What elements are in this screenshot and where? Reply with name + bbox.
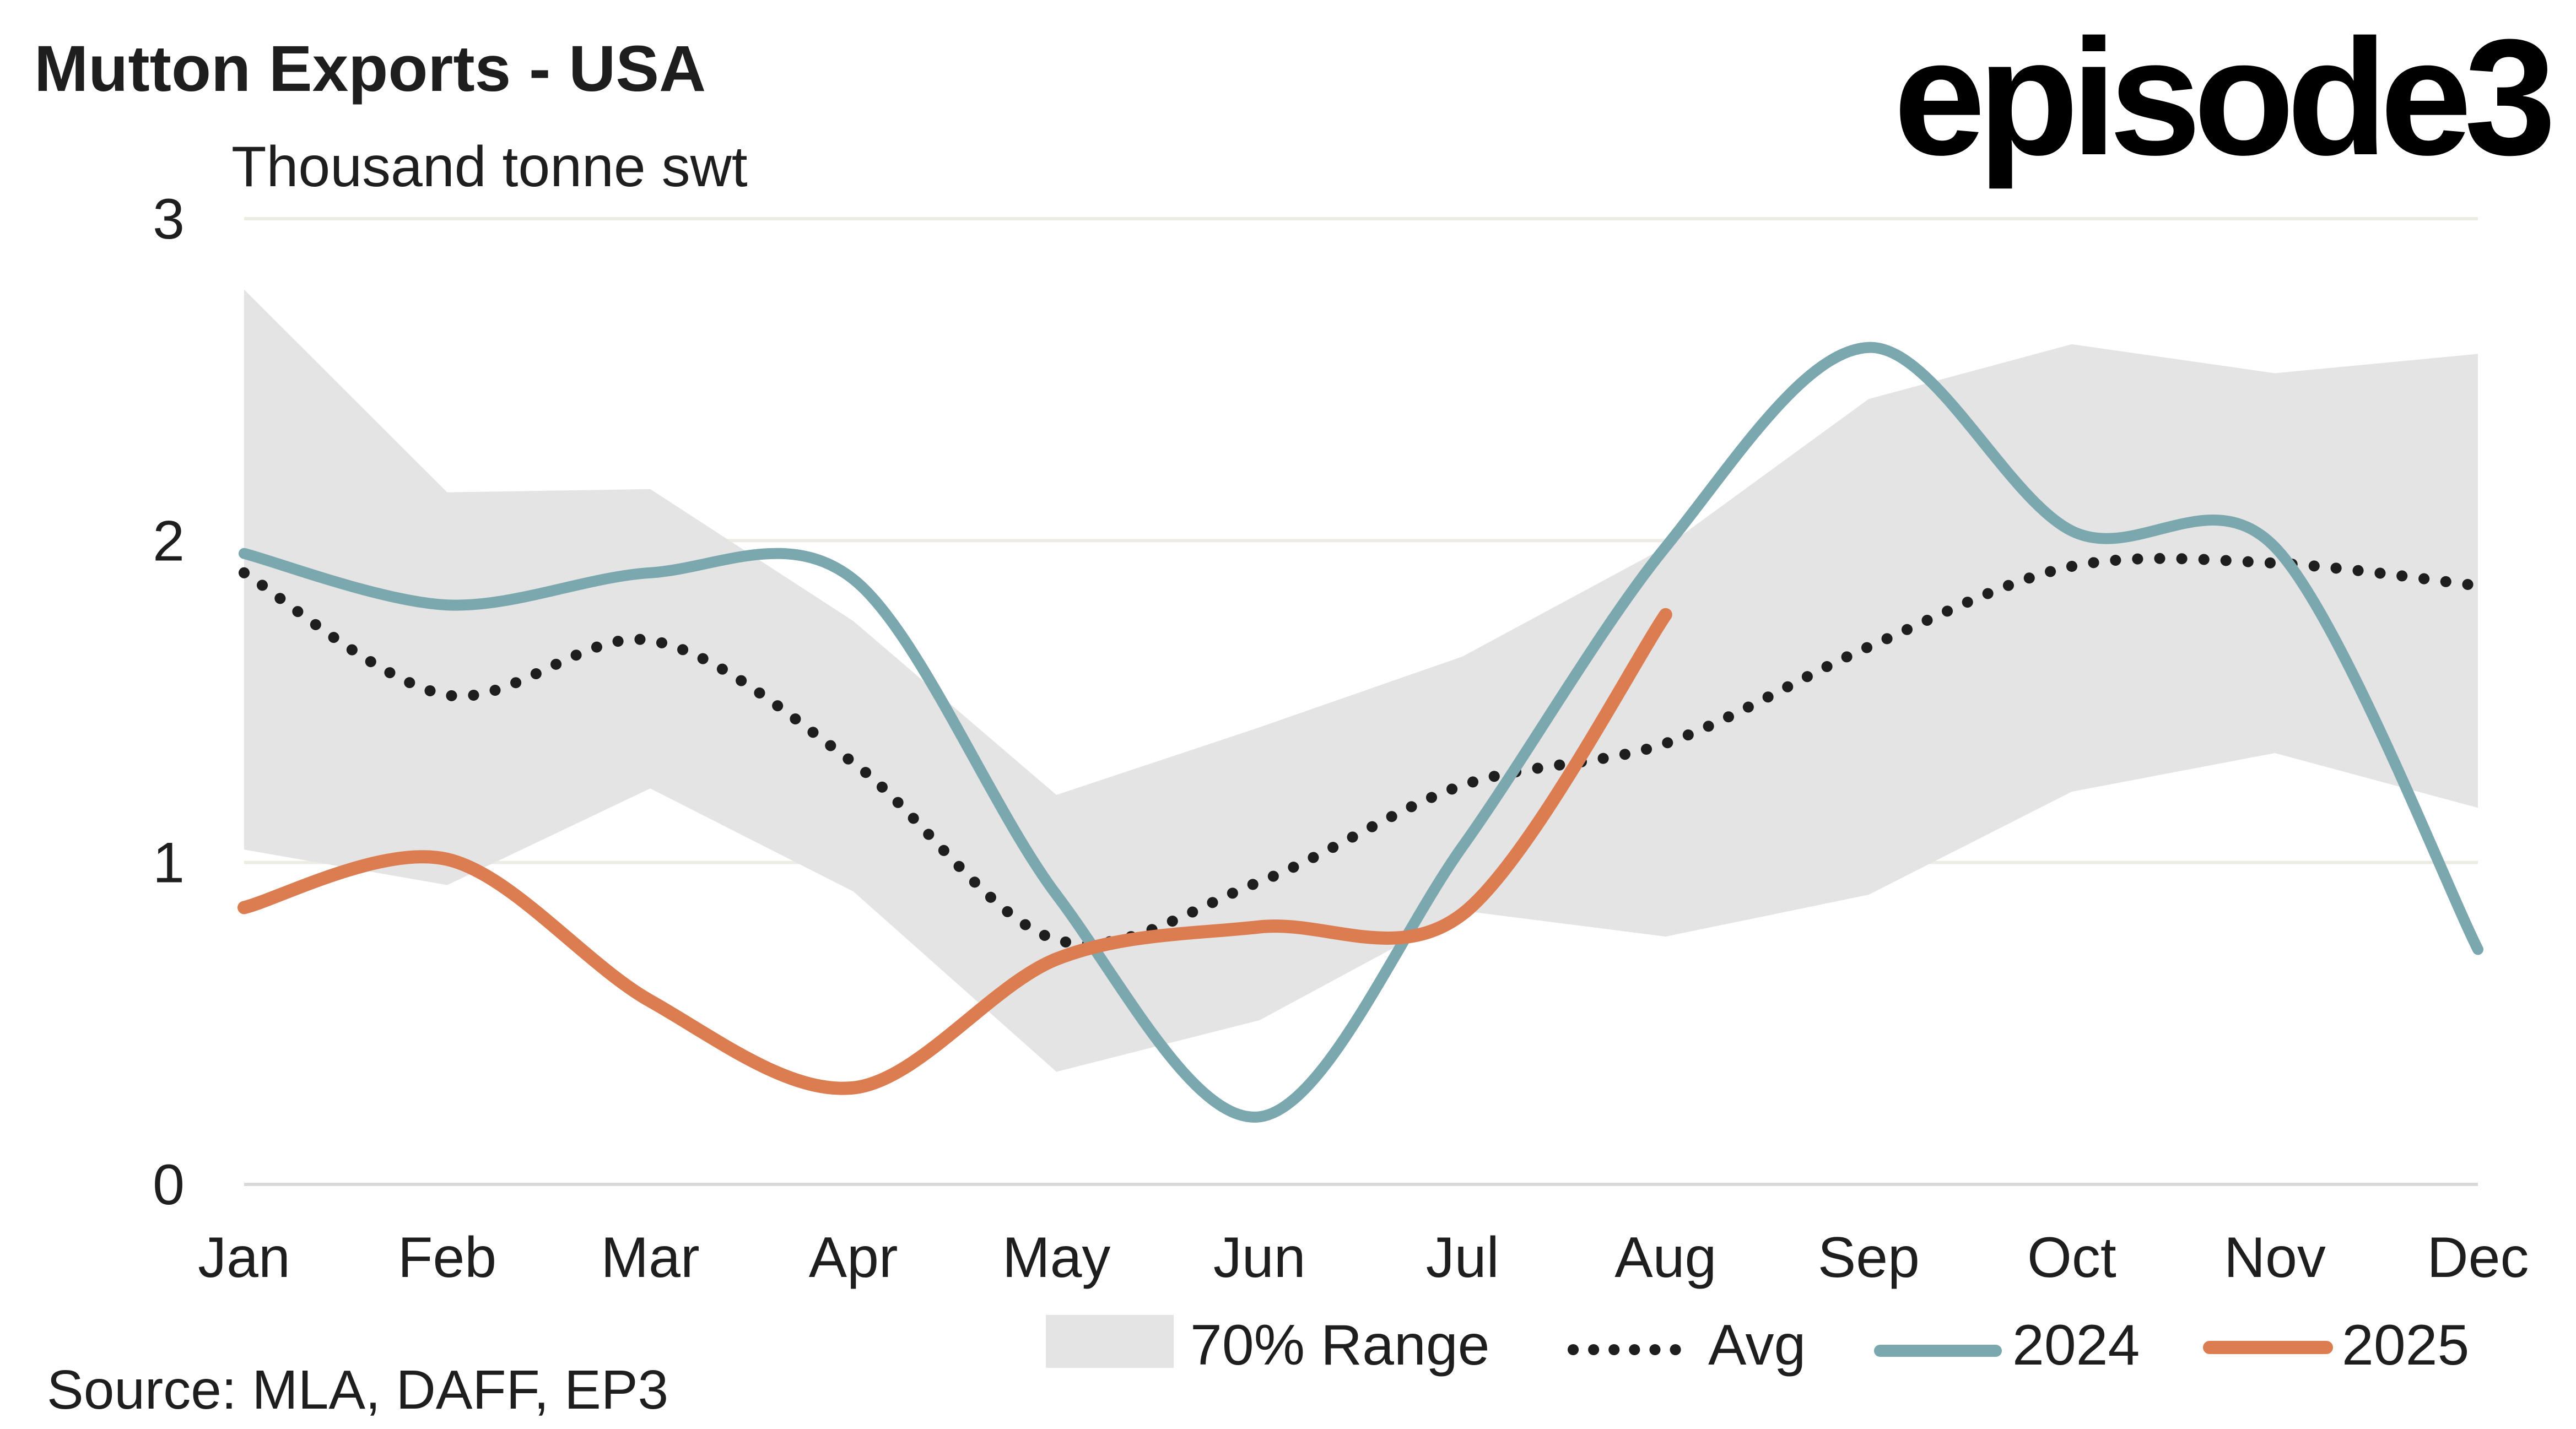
x-tick-label: May [1002, 1226, 1110, 1290]
x-tick-label: Apr [809, 1226, 898, 1290]
x-tick-label: Mar [601, 1226, 700, 1290]
legend: 70% Range Avg 2024 2025 [1046, 1313, 2469, 1377]
legend-label-2025: 2025 [2342, 1313, 2469, 1377]
x-tick-label: Oct [2027, 1226, 2116, 1290]
x-tick-label: Jun [1213, 1226, 1306, 1290]
legend-label-2024: 2024 [2012, 1313, 2140, 1377]
chart-title: Mutton Exports - USA [34, 33, 706, 105]
y-tick-label: 2 [153, 509, 185, 573]
series-line-avg [239, 553, 2483, 950]
episode3-logo: episode3 [1894, 4, 2552, 191]
x-axis-ticks: Jan Feb Mar Apr May Jun Jul Aug Sep Oct Nov Dec [198, 1226, 2529, 1290]
legend-label-avg: Avg [1708, 1313, 1806, 1377]
series-line-2025 [237, 608, 1672, 1095]
range-band [244, 289, 2478, 1072]
y-axis-unit-label: Thousand tonne swt [231, 135, 748, 199]
legend-swatch-range [1046, 1315, 1174, 1368]
x-tick-label: Dec [2427, 1226, 2529, 1290]
y-tick-label: 0 [153, 1153, 185, 1217]
x-tick-label: Jul [1426, 1226, 1499, 1290]
range-band-layer [244, 289, 2478, 1072]
x-tick-label: Feb [398, 1226, 496, 1290]
x-tick-label: Nov [2224, 1226, 2326, 1290]
y-tick-label: 1 [153, 831, 185, 895]
y-axis-ticks: 0 1 2 3 [153, 187, 185, 1217]
legend-label-range: 70% Range [1190, 1313, 1490, 1377]
x-tick-label: Jan [198, 1226, 290, 1290]
series-lines-layer [237, 342, 2483, 1123]
source-note: Source: MLA, DAFF, EP3 [47, 1359, 668, 1421]
x-tick-label: Aug [1614, 1226, 1716, 1290]
x-tick-label: Sep [1818, 1226, 1920, 1290]
y-tick-label: 3 [153, 187, 185, 251]
series-line-2024 [239, 342, 2483, 1123]
